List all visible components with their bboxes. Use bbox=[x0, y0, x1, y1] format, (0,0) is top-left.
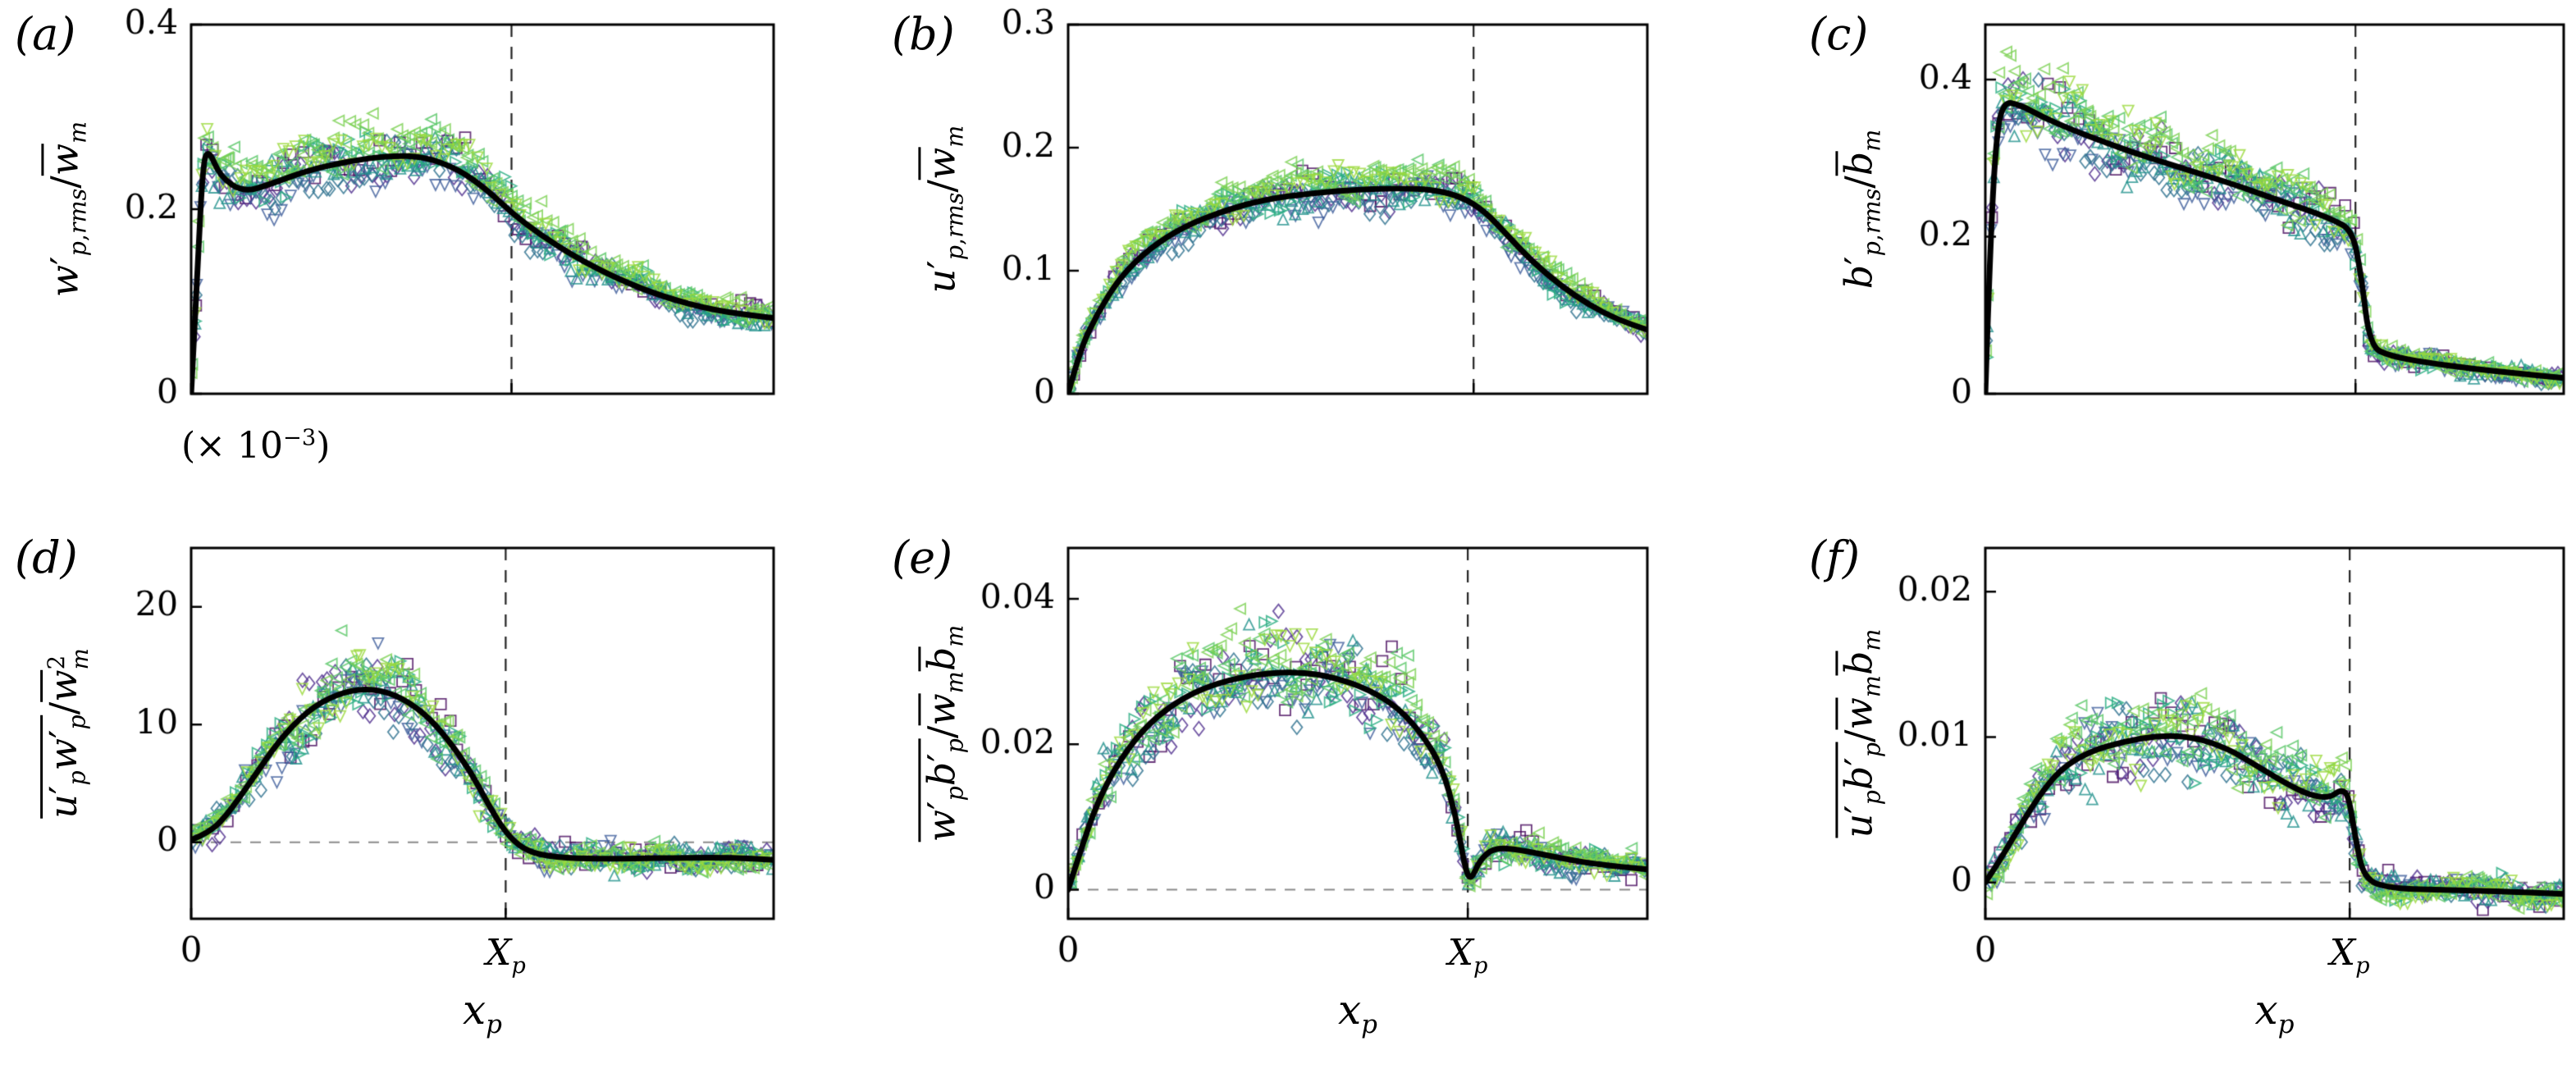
panel-f-xlabel: xp bbox=[2254, 986, 2295, 1039]
panel-e-letter: (e) bbox=[892, 532, 953, 583]
panel-f-ylabel: u′pb′p/wmbm bbox=[1835, 628, 1886, 838]
panel-e-xlabel: xp bbox=[1337, 986, 1378, 1039]
panel-a-ylabel: w′p,rms/wm bbox=[41, 121, 92, 298]
panel-c-letter: (c) bbox=[1809, 8, 1869, 60]
panel-c-ylabel: b′p,rms/bm bbox=[1835, 129, 1886, 290]
panel-b-ylabel: u′p,rms/wm bbox=[918, 125, 969, 294]
panel-a-letter: (a) bbox=[15, 8, 76, 60]
panel-e-ylabel: w′pb′p/wmbm bbox=[918, 624, 969, 842]
panel-b-letter: (b) bbox=[892, 8, 955, 60]
panel-d-xp-tick-label: Xp bbox=[485, 932, 526, 979]
panel-e-xp-tick-label: Xp bbox=[1447, 932, 1488, 979]
panel-d-xlabel: xp bbox=[462, 986, 503, 1039]
panel-d-ylabel: u′pw′p/w 2 m bbox=[40, 648, 94, 819]
panel-d-letter: (d) bbox=[15, 532, 78, 583]
panel-d-multiplier-note: (× 10−3) bbox=[181, 425, 331, 467]
panel-f-xp-tick-label: Xp bbox=[2329, 932, 2370, 979]
panel-f-letter: (f) bbox=[1809, 532, 1861, 583]
